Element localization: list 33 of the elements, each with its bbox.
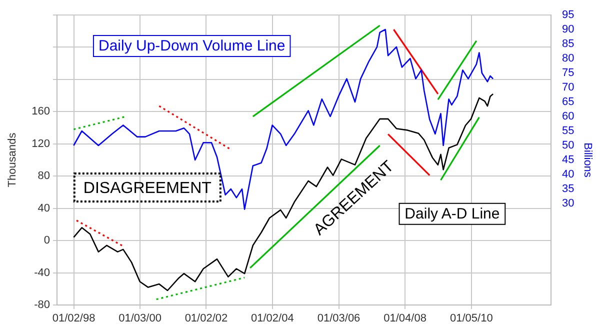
x-tick-label: 01/04/08 [384, 312, 426, 325]
x-tick-label: 01/03/06 [317, 312, 360, 325]
y-tick-label: 40 [38, 202, 50, 214]
y-tick-label: -40 [34, 266, 50, 279]
x-tick-label: 01/02/02 [184, 312, 228, 325]
y2-tick-label: 95 [562, 9, 574, 22]
x-tick-label: 01/02/04 [250, 312, 294, 325]
y2-tick-label: 30 [562, 198, 574, 210]
y2-tick-label: 35 [562, 183, 574, 196]
annotation: DISAGREEMENT [83, 180, 212, 197]
text: Daily A-D Line [404, 206, 500, 222]
x-tick-label: 01/05/10 [450, 312, 493, 325]
y-tick-label: 160 [32, 106, 50, 118]
y2-tick-label: 60 [562, 110, 574, 123]
y2-tick-label: 85 [562, 38, 574, 50]
y2-tick-label: 55 [562, 125, 574, 138]
y2-tick-label: 50 [562, 140, 574, 152]
y2-tick-label: 90 [562, 24, 574, 36]
y-tick-label: 80 [38, 170, 50, 182]
y2-tick-label: 70 [562, 82, 574, 94]
y2-tick-label: 40 [562, 168, 574, 181]
y-tick-label: -80 [34, 299, 50, 312]
y2-axis-title: Billions [581, 142, 594, 178]
text: Daily Up-Down Volume Line [98, 38, 286, 55]
y2-tick-label: 75 [562, 67, 574, 80]
x-tick-label: 01/02/98 [52, 312, 96, 325]
y-axis-title: Thousands [6, 132, 19, 188]
x-tick-label: 01/03/00 [118, 312, 162, 325]
y2-tick-label: 80 [562, 52, 574, 65]
y2-tick-label: 45 [562, 154, 574, 166]
y-tick-label: 0 [44, 234, 50, 247]
y2-tick-label: 65 [562, 96, 574, 108]
y-tick-label: 120 [32, 138, 50, 150]
